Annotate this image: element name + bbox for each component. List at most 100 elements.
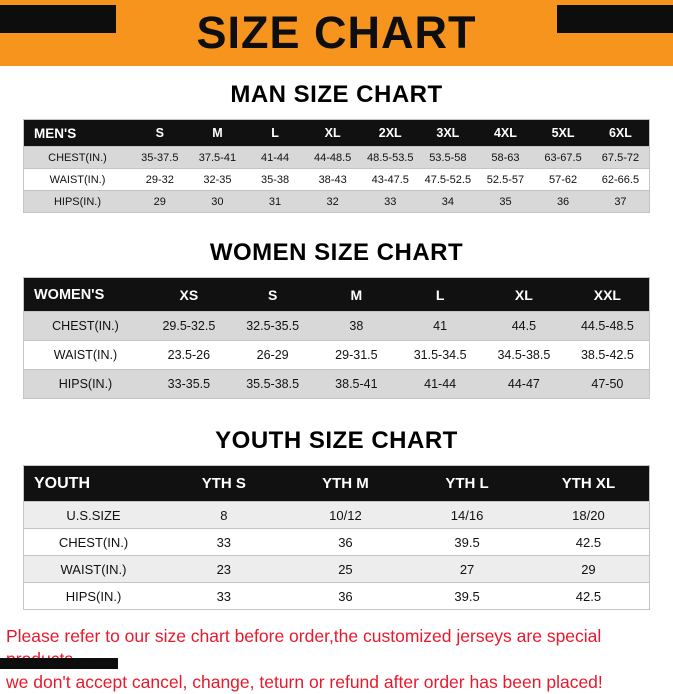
measurement-value: 67.5-72	[591, 146, 650, 169]
measurement-value: 25	[284, 555, 407, 583]
measurement-value: 30	[188, 190, 247, 213]
size-column-header: L	[246, 119, 304, 147]
measurement-value: 38.5-41	[314, 369, 399, 399]
youth-size-section: YOUTH SIZE CHART YOUTH YTH S YTH M YTH L YTH…	[0, 427, 673, 610]
measurement-label: WAIST(IN.)	[23, 340, 147, 370]
measurement-value: 32	[303, 190, 362, 213]
measurement-label: HIPS(IN.)	[23, 190, 131, 213]
measurement-value: 33	[361, 190, 420, 213]
measurement-value: 42.5	[527, 582, 650, 610]
size-column-header: S	[131, 119, 189, 147]
measurement-value: 57-62	[534, 168, 592, 191]
size-column-header: XS	[147, 277, 231, 312]
measurement-label: CHEST(IN.)	[23, 146, 131, 169]
page-title: SIZE CHART	[196, 7, 477, 58]
measurement-value: 53.5-58	[419, 146, 477, 169]
measurement-value: 44.5-48.5	[565, 311, 650, 341]
measurement-value: 34.5-38.5	[482, 340, 566, 370]
size-column-header: YTH L	[406, 465, 528, 502]
measurement-value: 47.5-52.5	[419, 168, 477, 191]
measurement-value: 41-44	[398, 369, 482, 399]
man-section-heading: MAN SIZE CHART	[230, 81, 443, 108]
size-column-header: XL	[303, 119, 362, 147]
size-column-header: L	[398, 277, 482, 312]
size-column-header: YTH S	[163, 465, 285, 502]
measurement-value: 38	[314, 311, 399, 341]
top-left-black-block	[0, 5, 116, 33]
table-row: CHEST(IN.) 33 36 39.5 42.5	[23, 528, 650, 556]
measurement-value: 41-44	[246, 146, 304, 169]
size-column-header: YTH XL	[527, 465, 650, 502]
measurement-value: 38-43	[303, 168, 362, 191]
measurement-label: HIPS(IN.)	[23, 582, 163, 610]
table-row: WAIST(IN.) 23.5-26 26-29 29-31.5 31.5-34.5 34…	[23, 340, 650, 370]
table-row: WAIST(IN.) 29-32 32-35 35-38 38-43 43-47.5 47.…	[23, 168, 650, 191]
table-row: HIPS(IN.) 29 30 31 32 33 34 35 36 37	[23, 190, 650, 213]
measurement-value: 63-67.5	[534, 146, 592, 169]
measurement-value: 48.5-53.5	[361, 146, 420, 169]
table-row: CHEST(IN.) 29.5-32.5 32.5-35.5 38 41 44.5 44.5…	[23, 311, 650, 341]
table-row: HIPS(IN.) 33-35.5 35.5-38.5 38.5-41 41-44 44-…	[23, 369, 650, 399]
measurement-value: 37.5-41	[188, 146, 247, 169]
measurement-value: 34	[419, 190, 477, 213]
title-banner: SIZE CHART	[0, 0, 673, 66]
women-size-section: WOMEN SIZE CHART WOMEN'S XS S M L XL XXL CHEST(…	[0, 239, 673, 399]
bottom-left-black-block	[0, 658, 118, 669]
size-column-header: M	[188, 119, 247, 147]
table-header-row: WOMEN'S XS S M L XL XXL	[23, 277, 650, 312]
table-corner-label: MEN'S	[23, 119, 131, 147]
measurement-value: 35	[476, 190, 535, 213]
notice-line-2: we don't accept cancel, change, teturn o…	[6, 672, 603, 693]
measurement-value: 26-29	[230, 340, 315, 370]
measurement-value: 29-32	[131, 168, 189, 191]
measurement-value: 27	[406, 555, 528, 583]
table-row: U.S.SIZE 8 10/12 14/16 18/20	[23, 501, 650, 529]
size-column-header: M	[314, 277, 399, 312]
size-column-header: 6XL	[591, 119, 650, 147]
size-column-header: 2XL	[361, 119, 420, 147]
measurement-value: 31	[246, 190, 304, 213]
measurement-value: 58-63	[476, 146, 535, 169]
measurement-value: 35-38	[246, 168, 304, 191]
measurement-value: 39.5	[406, 528, 528, 556]
youth-size-table: YOUTH YTH S YTH M YTH L YTH XL U.S.SIZE 8 10/12…	[23, 465, 650, 610]
measurement-value: 32.5-35.5	[230, 311, 315, 341]
measurement-value: 33-35.5	[147, 369, 231, 399]
size-column-header: XXL	[565, 277, 650, 312]
table-header-row: YOUTH YTH S YTH M YTH L YTH XL	[23, 465, 650, 502]
table-header-row: MEN'S S M L XL 2XL 3XL 4XL 5XL 6XL	[23, 119, 650, 147]
table-row: WAIST(IN.) 23 25 27 29	[23, 555, 650, 583]
measurement-label: WAIST(IN.)	[23, 555, 163, 583]
measurement-value: 33	[163, 582, 285, 610]
measurement-value: 36	[284, 582, 407, 610]
measurement-value: 35.5-38.5	[230, 369, 315, 399]
size-column-header: YTH M	[284, 465, 407, 502]
measurement-value: 33	[163, 528, 285, 556]
measurement-value: 36	[284, 528, 407, 556]
measurement-value: 44-48.5	[303, 146, 362, 169]
youth-section-heading: YOUTH SIZE CHART	[215, 427, 458, 454]
measurement-value: 52.5-57	[476, 168, 535, 191]
women-size-table: WOMEN'S XS S M L XL XXL CHEST(IN.) 29.5-32.5 32.5…	[23, 277, 650, 399]
measurement-value: 38.5-42.5	[565, 340, 650, 370]
measurement-value: 29	[131, 190, 189, 213]
measurement-label: HIPS(IN.)	[23, 369, 147, 399]
size-column-header: S	[230, 277, 315, 312]
measurement-label: U.S.SIZE	[23, 501, 163, 529]
table-corner-label: YOUTH	[23, 465, 163, 502]
size-column-header: 3XL	[419, 119, 477, 147]
measurement-value: 23.5-26	[147, 340, 231, 370]
measurement-value: 31.5-34.5	[398, 340, 482, 370]
size-column-header: XL	[482, 277, 566, 312]
measurement-value: 42.5	[527, 528, 650, 556]
measurement-value: 47-50	[565, 369, 650, 399]
measurement-value: 43-47.5	[361, 168, 420, 191]
measurement-value: 39.5	[406, 582, 528, 610]
women-section-heading: WOMEN SIZE CHART	[209, 239, 464, 266]
measurement-value: 44.5	[482, 311, 566, 341]
table-row: HIPS(IN.) 33 36 39.5 42.5	[23, 582, 650, 610]
measurement-value: 35-37.5	[131, 146, 189, 169]
measurement-value: 41	[398, 311, 482, 341]
measurement-value: 23	[163, 555, 285, 583]
